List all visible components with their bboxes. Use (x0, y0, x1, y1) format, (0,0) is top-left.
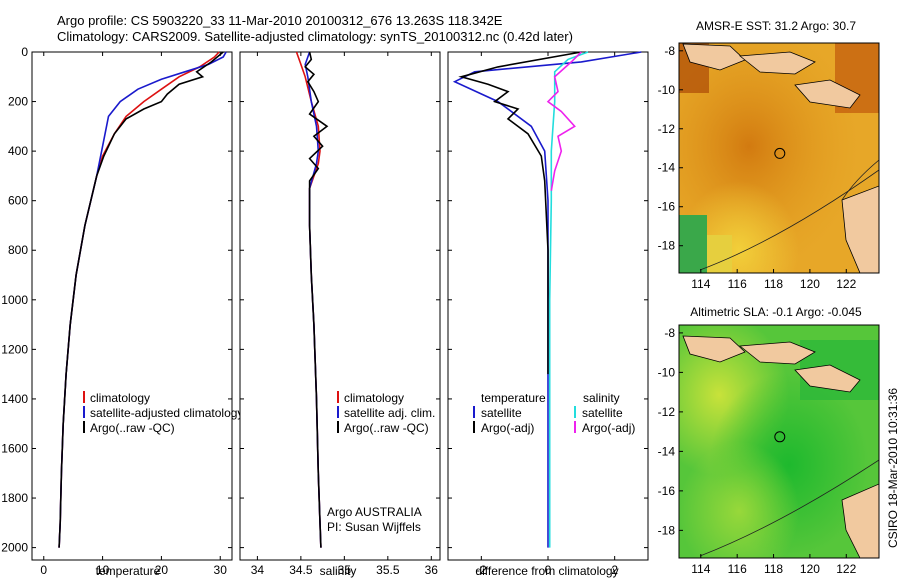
sla-map-xtick-label: 114 (691, 562, 710, 576)
temp-xtick-label: 20 (155, 563, 169, 577)
sla-map-panel: Altimetric SLA: -0.1 Argo: -0.045 114 116… (658, 305, 880, 576)
legend-header-temperature: temperature (481, 391, 546, 405)
sla-map-xtick-label: 116 (728, 562, 747, 576)
depth-tick-label: 1000 (1, 293, 28, 307)
legend-label-argo: Argo(..raw -QC) (90, 421, 175, 435)
depth-tick-label: 1200 (1, 342, 28, 356)
island-shape (738, 51, 816, 75)
depth-tick-label: 400 (8, 144, 28, 158)
sal-xtick-label: 35 (338, 563, 352, 577)
figure-title-line2: Climatology: CARS2009. Satellite-adjuste… (57, 29, 573, 44)
temperature-legend: climatology satellite-adjusted climatolo… (83, 391, 243, 435)
legend-label-sal-argo: Argo(-adj) (582, 421, 635, 435)
depth-tick-label: 600 (8, 194, 28, 208)
sal-xtick-label: 34.5 (289, 563, 313, 577)
sst-map-frame (678, 42, 880, 274)
sla-map-xtick-label: 122 (836, 562, 856, 576)
sla-map-ytick-label: -14 (658, 444, 676, 458)
difference-xlabel: difference from climatology (475, 564, 618, 578)
difference-panel: -2 0 2 difference from climatology tempera… (447, 51, 649, 578)
sla-map-ytick-label: -18 (658, 523, 676, 537)
sal-xtick-label: 34 (251, 563, 265, 577)
sla-map-frame (678, 324, 880, 559)
temperature-panel: 0 10 20 30 0 200 400 600 800 1000 1200 1400 1600 1800… (1, 45, 243, 578)
bathymetry-contour (699, 169, 879, 271)
diff-series-salinity-satellite (548, 51, 589, 548)
island-shape (682, 43, 746, 71)
salinity-xlabel: salinity (320, 564, 357, 578)
australia-coast-shape (841, 185, 879, 273)
depth-tick-label: 200 (8, 95, 28, 109)
australia-coast-shape (841, 483, 879, 558)
sst-map-ytick-label: -14 (658, 161, 676, 175)
legend-label-temp-argo: Argo(-adj) (481, 421, 534, 435)
temp-xtick-label: 0 (40, 563, 47, 577)
diff-series-temperature-argo-adj- (458, 51, 582, 375)
sal-xtick-label: 35.5 (376, 563, 400, 577)
sst-map-ytick-label: -10 (658, 83, 676, 97)
salinity-axes-box (239, 51, 441, 561)
diff-xtick-label: -2 (476, 563, 487, 577)
depth-tick-label: 1600 (1, 441, 28, 455)
legend-label-sal-satellite: satellite (582, 406, 623, 420)
sst-map-ytick-label: -12 (658, 122, 676, 136)
temperature-axes-box (31, 51, 233, 561)
legend-header-salinity: salinity (583, 391, 620, 405)
salinity-legend: climatology satellite adj. clim. Argo(..… (337, 391, 435, 435)
sst-map-xtick-label: 118 (764, 277, 783, 291)
sst-map-xtick-label: 114 (691, 277, 710, 291)
annotation-pi: PI: Susan Wijffels (327, 520, 421, 534)
figure-title-line1: Argo profile: CS 5903220_33 11-Mar-2010 … (57, 13, 503, 28)
temp-series-argo-raw-qc- (58, 51, 224, 548)
sst-map-title: AMSR-E SST: 31.2 Argo: 30.7 (696, 19, 856, 33)
legend-label-climatology: climatology (344, 391, 404, 405)
depth-tick-label: 0 (21, 45, 28, 59)
salinity-panel: 34 34.5 35 35.5 36 salinity climatology sate… (239, 51, 441, 578)
sal-xtick-label: 36 (425, 563, 439, 577)
bathymetry-contour (841, 159, 879, 201)
sla-map-ytick-label: -8 (664, 326, 675, 340)
sla-map-field (679, 325, 879, 558)
diff-series-salinity-argo-adj- (546, 51, 582, 191)
temp-xtick-label: 30 (214, 563, 228, 577)
sst-map-xtick-label: 122 (836, 277, 856, 291)
sst-map-xtick-label: 116 (728, 277, 747, 291)
csiro-timestamp-label: CSIRO 18-Mar-2010 10:31:36 (886, 387, 900, 548)
argo-location-marker (774, 147, 786, 159)
sla-map-xtick-label: 120 (800, 562, 820, 576)
sst-map-xtick-label: 120 (800, 277, 820, 291)
difference-legend: temperature satellite Argo(-adj) salinit… (473, 391, 635, 435)
sla-map-ytick-label: -16 (658, 484, 676, 498)
legend-label-climatology: climatology (90, 391, 150, 405)
legend-label-satellite: satellite adj. clim. (344, 406, 435, 420)
sla-map-title: Altimetric SLA: -0.1 Argo: -0.045 (690, 305, 862, 319)
depth-tick-label: 800 (8, 243, 28, 257)
sst-map-ytick-label: -18 (658, 239, 676, 253)
sst-map-panel: AMSR-E SST: 31.2 Argo: 30.7 114 116 118 120… (658, 19, 880, 291)
island-shape (794, 79, 861, 109)
depth-tick-label: 1400 (1, 392, 28, 406)
island-shape (738, 341, 816, 365)
sla-map-xtick-label: 118 (764, 562, 783, 576)
sst-map-ytick-label: -8 (664, 44, 675, 58)
depth-tick-label: 2000 (1, 541, 28, 555)
diff-xtick-label: 2 (611, 563, 618, 577)
bathymetry-contour (699, 459, 879, 557)
diff-xtick-label: 0 (545, 563, 552, 577)
argo-location-marker (774, 431, 786, 443)
sla-map-ytick-label: -12 (658, 405, 676, 419)
island-shape (794, 364, 861, 393)
legend-label-temp-satellite: satellite (481, 406, 522, 420)
island-shape (682, 335, 746, 363)
sst-map-ytick-label: -16 (658, 200, 676, 214)
sla-map-ytick-label: -10 (658, 365, 676, 379)
legend-label-satellite: satellite-adjusted climatology (90, 406, 243, 420)
annotation-argo-australia: Argo AUSTRALIA (327, 505, 422, 519)
sal-series-argo-raw-qc- (304, 51, 329, 548)
depth-tick-label: 1800 (1, 491, 28, 505)
temp-xtick-label: 10 (96, 563, 110, 577)
temperature-xlabel: temperature (96, 564, 161, 578)
legend-label-argo: Argo(..raw -QC) (344, 421, 429, 435)
